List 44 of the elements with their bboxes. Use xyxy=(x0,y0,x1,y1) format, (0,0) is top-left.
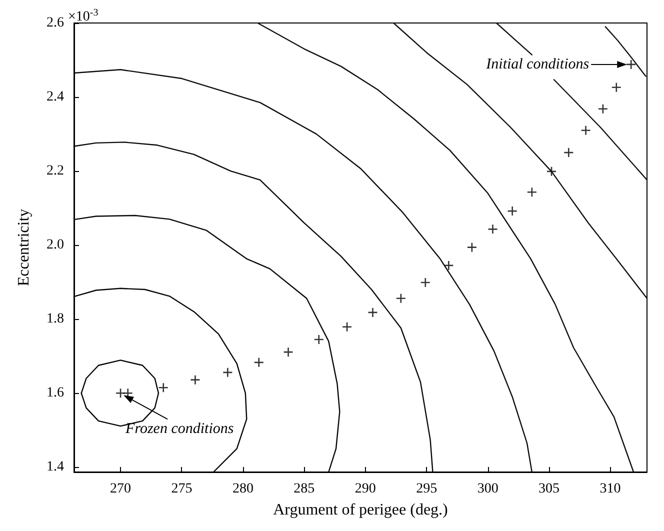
point xyxy=(115,388,126,398)
y-tick-label: 2.0 xyxy=(46,238,64,253)
point xyxy=(611,82,622,93)
y-tick-label: 2.6 xyxy=(46,16,64,30)
x-tick-label: 275 xyxy=(171,482,192,496)
point xyxy=(507,206,518,216)
point xyxy=(626,59,636,70)
point xyxy=(563,147,574,158)
point xyxy=(488,224,498,234)
point xyxy=(466,242,478,252)
point xyxy=(222,367,233,378)
point xyxy=(190,374,200,385)
annotation: Initial conditions xyxy=(485,56,590,72)
point xyxy=(314,334,324,345)
line-series xyxy=(604,26,646,77)
point xyxy=(158,382,169,393)
x-tick-label: 270 xyxy=(110,482,132,496)
x-tick-label: 310 xyxy=(600,482,621,496)
point xyxy=(546,166,557,177)
point xyxy=(283,346,294,358)
y-tick-label: 2.2 xyxy=(46,164,64,179)
y-axis-title: Eccentricity xyxy=(16,208,32,286)
point xyxy=(420,277,431,288)
x-tick-label: 280 xyxy=(232,482,254,496)
line-series xyxy=(392,22,648,299)
y-tick-label: 1.4 xyxy=(46,460,64,475)
point xyxy=(526,187,538,198)
x-tick-label: 300 xyxy=(477,482,498,496)
point xyxy=(368,307,378,318)
point xyxy=(598,104,608,114)
x-tick-label: 295 xyxy=(416,482,438,496)
point xyxy=(580,125,591,136)
point xyxy=(254,357,264,368)
x-axis-title: Argument of perigee (deg.) xyxy=(273,502,448,518)
y-tick-label: 2.4 xyxy=(46,90,64,105)
x-tick-label: 290 xyxy=(354,482,376,496)
y-tick-label: 1.8 xyxy=(46,312,64,327)
point xyxy=(396,293,406,304)
y-tick-label: 1.6 xyxy=(46,386,64,401)
point xyxy=(444,260,454,271)
point xyxy=(342,322,352,332)
annotation: Frozen conditions xyxy=(124,421,234,438)
x-tick-label: 305 xyxy=(538,482,560,496)
x-tick-label: 285 xyxy=(294,482,315,496)
